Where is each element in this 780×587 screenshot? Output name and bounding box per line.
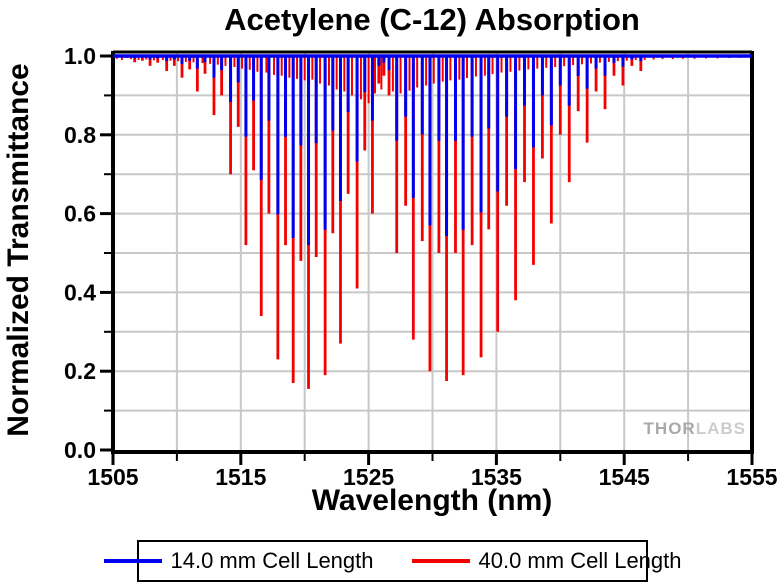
- legend: 14.0 mm Cell Length 40.0 mm Cell Length: [103, 540, 682, 582]
- svg-text:1545: 1545: [599, 464, 650, 490]
- chart-title: Acetylene (C-12) Absorption: [224, 2, 640, 37]
- svg-text:0.4: 0.4: [64, 279, 96, 305]
- svg-text:1505: 1505: [87, 464, 138, 490]
- svg-text:0.0: 0.0: [64, 437, 96, 463]
- svg-text:0.6: 0.6: [64, 201, 96, 227]
- svg-text:0.2: 0.2: [64, 358, 96, 384]
- legend-item-40mm: 40.0 mm Cell Length: [411, 548, 682, 574]
- legend-item-14mm: 14.0 mm Cell Length: [103, 548, 374, 574]
- svg-text:0.8: 0.8: [64, 122, 96, 148]
- svg-text:1555: 1555: [726, 464, 777, 490]
- thorlabs-watermark-labs: LABS: [695, 419, 746, 438]
- legend-label-40mm: 40.0 mm Cell Length: [478, 548, 682, 573]
- legend-line-sample-red: [411, 559, 470, 563]
- svg-text:1.0: 1.0: [64, 43, 96, 69]
- x-axis-title: Wavelength (nm): [311, 484, 553, 517]
- thorlabs-watermark: THORLABS: [644, 419, 746, 439]
- legend-label-14mm: 14.0 mm Cell Length: [170, 548, 374, 573]
- svg-text:1515: 1515: [215, 464, 266, 490]
- thorlabs-watermark-thor: THOR: [643, 419, 696, 438]
- svg-text:1525: 1525: [343, 464, 394, 490]
- svg-text:1535: 1535: [471, 464, 522, 490]
- legend-line-sample-blue: [103, 559, 162, 563]
